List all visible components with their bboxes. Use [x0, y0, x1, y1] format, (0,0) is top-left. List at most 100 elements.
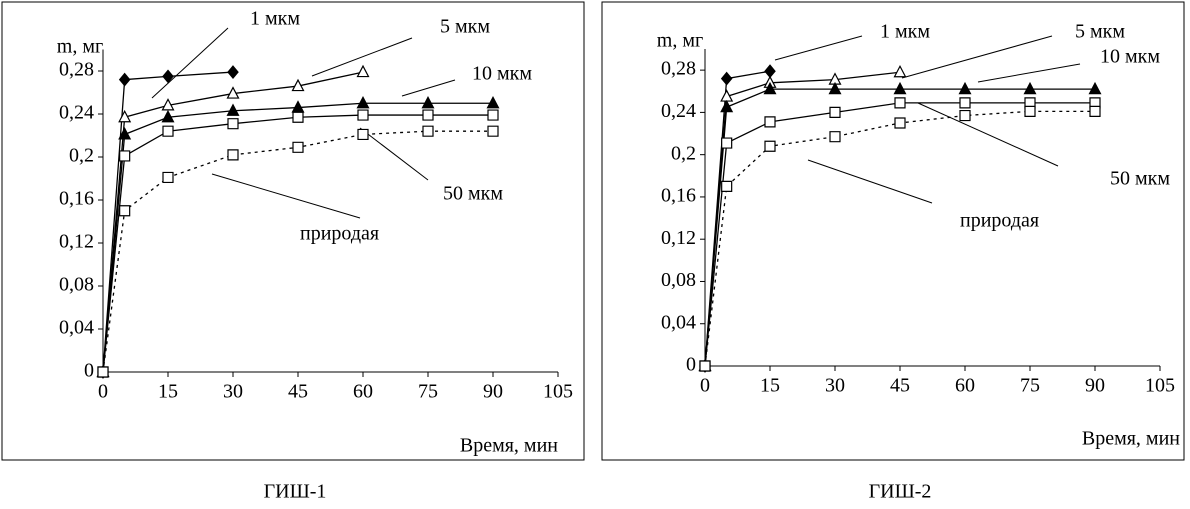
series-line	[102, 130, 493, 373]
marker	[118, 109, 132, 123]
marker	[1023, 81, 1037, 95]
series-label: 10 мкм	[1100, 46, 1160, 68]
y-axis-label: m, мг	[657, 30, 703, 52]
marker	[422, 109, 434, 121]
marker	[421, 95, 435, 109]
series-label: 50 мкм	[1110, 168, 1170, 190]
x-tick-label: 15	[158, 381, 178, 403]
x-tick-label: 15	[760, 375, 780, 397]
series-line	[704, 71, 901, 367]
y-tick-label: 0,28	[661, 58, 696, 80]
callout-line	[917, 102, 1059, 167]
y-tick-label: 0,2	[671, 142, 696, 164]
callout-line	[807, 159, 933, 204]
marker	[959, 97, 971, 109]
y-tick-label: 0,08	[661, 269, 696, 291]
x-tick-label: 30	[223, 381, 243, 403]
series-label: 1 мкм	[880, 21, 930, 43]
marker	[357, 128, 369, 141]
callout-line	[211, 173, 361, 219]
marker	[226, 103, 240, 116]
marker	[162, 69, 174, 84]
series-label: 50 мкм	[443, 183, 503, 205]
marker	[1088, 81, 1102, 95]
marker	[97, 366, 109, 378]
series-label: 10 мкм	[472, 63, 532, 85]
marker	[764, 140, 776, 152]
callout-line	[401, 79, 456, 97]
y-tick-label: 0,08	[59, 274, 94, 296]
marker	[487, 125, 499, 137]
marker	[119, 150, 131, 162]
y-tick-label: 0,24	[661, 100, 696, 122]
y-tick-label: 0	[84, 360, 94, 382]
marker	[1024, 105, 1036, 117]
series-line	[102, 114, 493, 373]
series-label: природая	[300, 223, 379, 245]
marker	[486, 95, 500, 109]
marker	[958, 81, 972, 95]
marker	[893, 64, 907, 78]
y-tick-label: 0	[686, 354, 696, 376]
callout-line	[359, 127, 429, 181]
series-line	[704, 70, 771, 367]
marker	[291, 78, 305, 92]
y-axis-label: m, мг	[57, 36, 103, 58]
x-tick-label: 45	[890, 375, 910, 397]
series-line	[102, 102, 493, 373]
marker	[292, 111, 304, 123]
y-tick-label: 0,28	[59, 59, 94, 81]
y-tick-label: 0,24	[59, 102, 94, 124]
marker	[422, 125, 434, 137]
series-label: 5 мкм	[1075, 21, 1125, 43]
marker	[227, 149, 239, 161]
y-tick-label: 0,16	[59, 188, 94, 210]
series-label: 1 мкм	[250, 8, 300, 30]
marker	[720, 99, 734, 113]
marker	[721, 137, 733, 149]
marker	[487, 109, 499, 121]
x-tick-label: 0	[98, 381, 108, 403]
y-tick-label: 0,12	[59, 231, 94, 253]
marker	[764, 64, 776, 79]
marker	[829, 106, 841, 119]
series-label: 5 мкм	[440, 16, 490, 38]
callout-line	[901, 35, 1053, 79]
callout-line	[311, 37, 413, 77]
marker	[959, 109, 971, 122]
callout-line	[977, 63, 1081, 83]
x-tick-label: 45	[288, 381, 308, 403]
x-tick-label: 105	[1145, 375, 1175, 397]
marker	[356, 64, 370, 78]
marker	[894, 97, 906, 109]
marker	[227, 65, 239, 80]
marker	[699, 360, 711, 372]
chart-frame	[1, 1, 585, 461]
marker	[356, 95, 370, 109]
series-line	[704, 102, 1095, 367]
marker	[1089, 105, 1101, 117]
marker	[162, 171, 174, 184]
chart-frame	[601, 1, 1185, 461]
chart-caption: ГИШ-1	[264, 481, 327, 503]
marker	[118, 72, 131, 87]
callout-line	[151, 27, 229, 99]
series-line	[704, 88, 1095, 367]
marker	[226, 86, 240, 99]
series-line	[704, 110, 1095, 367]
marker	[161, 109, 175, 123]
x-tick-label: 90	[483, 381, 503, 403]
marker	[829, 131, 841, 143]
y-tick-label: 0,16	[661, 185, 696, 207]
x-tick-label: 30	[825, 375, 845, 397]
y-tick-label: 0,12	[661, 227, 696, 249]
marker	[828, 81, 842, 95]
marker	[227, 118, 239, 130]
marker	[162, 125, 174, 137]
y-tick-label: 0,04	[59, 317, 94, 339]
x-tick-label: 90	[1085, 375, 1105, 397]
x-tick-label: 60	[353, 381, 373, 403]
marker	[893, 81, 907, 95]
x-tick-label: 75	[1020, 375, 1040, 397]
